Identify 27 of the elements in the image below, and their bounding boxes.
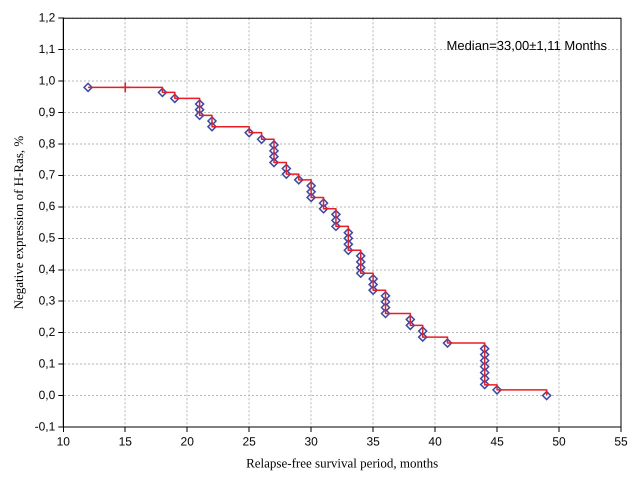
y-tick-label: 1,2 [38,10,56,25]
x-tick-label: 20 [180,434,194,449]
x-tick-label: 30 [304,434,318,449]
x-tick-label: 15 [118,434,132,449]
y-tick-label: 0,5 [38,230,56,245]
annotation: Median=33,00±1,11 Months [446,38,608,53]
y-tick-label: 0,8 [38,136,56,150]
y-tick-label: 0,3 [38,294,56,308]
y-tick-label: 0,2 [38,324,56,339]
x-tick-label: 25 [242,434,256,449]
y-tick-label: 0,7 [38,168,56,182]
x-tick-label: 35 [366,434,380,449]
y-axis-title: Negative expression of H-Ras, % [11,136,26,310]
y-tick-label: 0,9 [38,104,56,119]
y-tick-label: 0,1 [38,356,56,370]
x-axis-title: Relapse-free survival period, months [246,456,438,471]
x-tick-label: 45 [490,434,504,449]
x-tick-label: 50 [552,434,566,449]
x-tick-label: 10 [56,434,70,449]
y-tick-label: 0,6 [38,199,56,214]
y-tick-label: 0,4 [38,262,56,276]
y-tick-label: 1,0 [38,73,56,88]
y-tick-label: 0,0 [38,388,56,402]
x-tick-label: 55 [614,434,628,449]
y-tick-label: 1,1 [38,42,56,56]
y-tick-label: -0,1 [34,419,56,434]
x-tick-label: 40 [428,434,442,449]
